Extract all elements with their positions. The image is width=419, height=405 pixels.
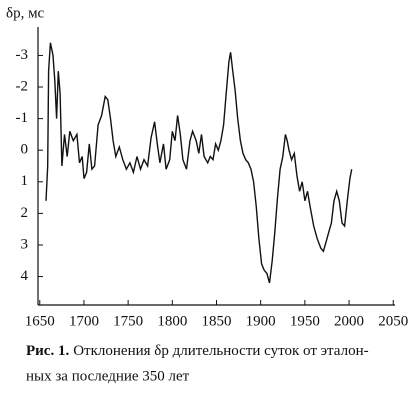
data-line [45, 42, 353, 284]
y-tick-label: -1 [16, 110, 29, 126]
x-tick-label: 1800 [157, 313, 187, 329]
caption-text: ных за последние 350 лет [26, 368, 190, 384]
x-tick-label: 2000 [334, 313, 364, 329]
x-tick-label: 1750 [113, 313, 143, 329]
x-tick-label: 1700 [69, 313, 99, 329]
y-tick-label: 1 [21, 173, 29, 189]
x-tick-label: 1850 [202, 313, 232, 329]
x-tick-label: 2050 [378, 313, 408, 329]
y-tick-label: 4 [21, 268, 29, 284]
caption: Рис. 1. Отклонения δp длительности суток … [26, 343, 369, 359]
caption-label: Рис. 1. [26, 343, 69, 359]
x-tick-label: 1900 [246, 313, 276, 329]
y-tick-label: -3 [16, 47, 29, 63]
x-tick-label: 1650 [25, 313, 55, 329]
y-tick-label: 3 [21, 236, 29, 252]
y-axis-label: δp, мс [6, 5, 45, 21]
x-tick-label: 1950 [290, 313, 320, 329]
caption-text: Отклонения δp длительности суток от этал… [73, 343, 368, 359]
y-tick-label: 0 [21, 142, 29, 158]
y-tick-label: 2 [21, 205, 29, 221]
y-tick-label: -2 [16, 78, 29, 94]
